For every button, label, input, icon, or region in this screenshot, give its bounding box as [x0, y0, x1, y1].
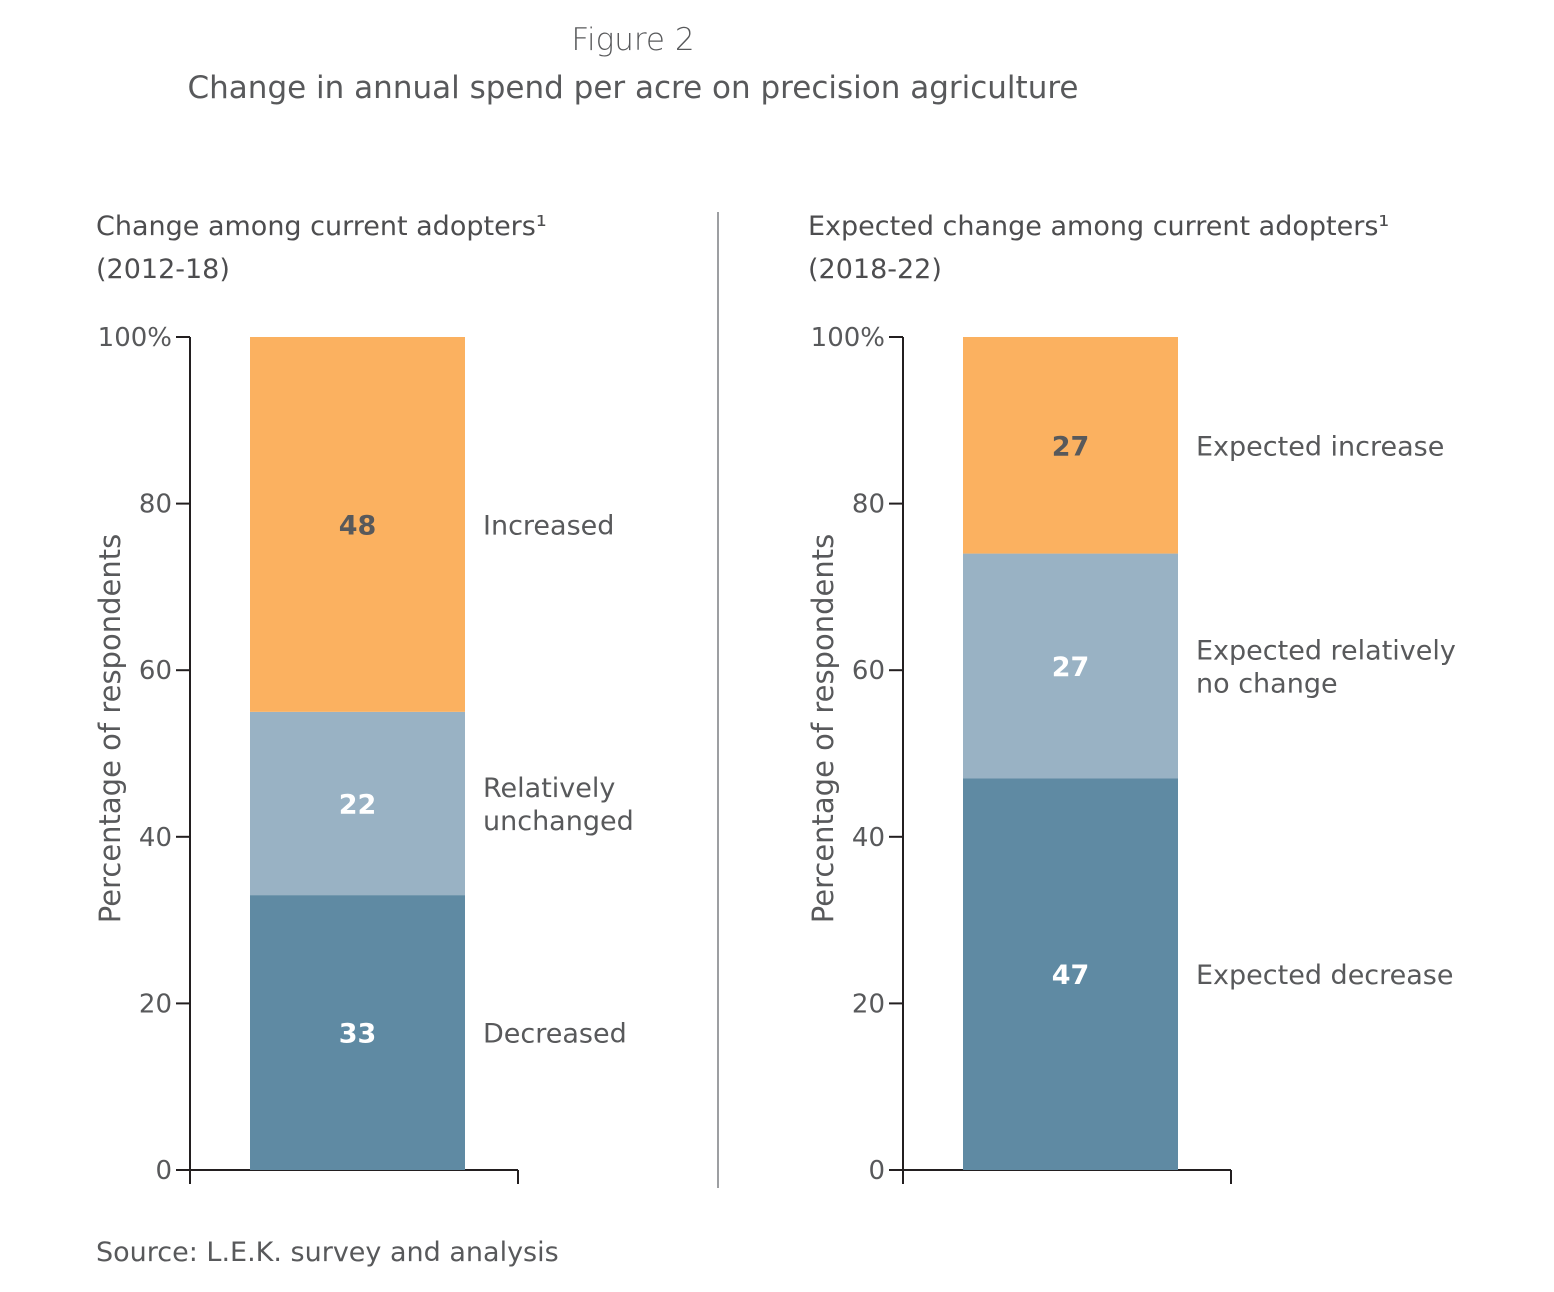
data-label-left: 33 [339, 1019, 377, 1050]
bar-segment-right [963, 553, 1178, 779]
y-tick-label-left: 60 [139, 656, 172, 686]
series-label-line-left: Relatively [483, 773, 615, 804]
panel-heading-right: Expected change among current adopters¹ [808, 211, 1390, 242]
y-axis-title-right: Percentage of respondents [806, 534, 840, 923]
y-tick-label-right: 80 [852, 490, 885, 520]
data-label-left: 22 [339, 789, 377, 820]
data-label-right: 27 [1052, 652, 1090, 683]
panel-subheading-left: (2012-18) [96, 254, 230, 285]
y-tick-label-left: 80 [139, 490, 172, 520]
source-note: Source: L.E.K. survey and analysis [96, 1237, 559, 1268]
series-label-line-right: no change [1196, 669, 1338, 700]
series-label-line-right: Expected relatively [1196, 636, 1456, 667]
data-label-right: 47 [1052, 960, 1090, 991]
panel-subheading-right: (2018-22) [808, 254, 942, 285]
y-tick-label-right: 40 [852, 823, 885, 853]
y-axis-title-left: Percentage of respondents [93, 534, 127, 923]
series-label-left: Relatively unchanged [483, 773, 634, 837]
panel-divider [717, 212, 719, 1188]
series-label-left: Increased [483, 510, 614, 541]
y-tick-label-right: 20 [852, 989, 885, 1019]
y-tick-label-right: 60 [852, 656, 885, 686]
y-tick-label-left: 20 [139, 989, 172, 1019]
bar-segment-left [250, 337, 465, 712]
series-label-right: Expected increase [1196, 431, 1444, 462]
y-tick-label-right: 0 [868, 1156, 885, 1186]
series-label-line-left: Decreased [483, 1019, 627, 1050]
figure-label: Figure 2 [571, 22, 695, 58]
series-label-line-right: Expected decrease [1196, 960, 1454, 991]
stacked-bar-chart-left: 0 20 40 60 80 100% Percentage of respondents 33… [93, 323, 634, 1186]
bar-segment-left [250, 711, 465, 896]
y-tick-label-left: 100% [98, 323, 172, 353]
series-label-line-left: Increased [483, 510, 614, 541]
y-tick-label-left: 0 [155, 1156, 172, 1186]
panel-heading-left: Change among current adopters¹ [96, 211, 547, 242]
series-label-line-left: unchanged [483, 806, 634, 837]
chart-title: Change in annual spend per acre on preci… [187, 70, 1079, 106]
series-label-left: Decreased [483, 1019, 627, 1050]
stacked-bar-chart-right: 0 20 40 60 80 100% Percentage of respondents 47… [806, 323, 1456, 1186]
series-label-right: Expected relatively no change [1196, 636, 1456, 700]
panel-title-left: Change among current adopters¹ (2012-18) [96, 205, 547, 291]
bar-segment-right [963, 778, 1178, 1170]
bar-segment-right [963, 337, 1178, 554]
bar-segment-left [250, 895, 465, 1170]
panel-title-right: Expected change among current adopters¹ … [808, 205, 1389, 291]
y-tick-label-right: 100% [811, 323, 885, 353]
series-label-right: Expected decrease [1196, 960, 1454, 991]
data-label-right: 27 [1052, 431, 1090, 462]
y-tick-label-left: 40 [139, 823, 172, 853]
data-label-left: 48 [339, 510, 377, 541]
series-label-line-right: Expected increase [1196, 431, 1444, 462]
